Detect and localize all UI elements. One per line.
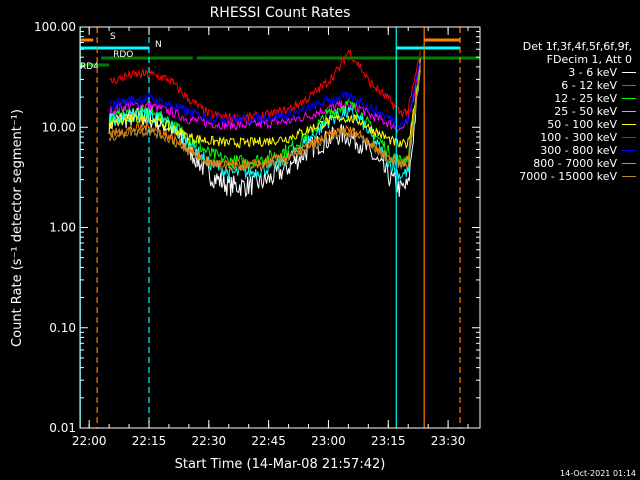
legend: Det 1f,3f,4f,5f,6f,9f, FDecim 1, Att 0 3… [478, 40, 636, 183]
legend-entry: 50 - 100 keV [478, 118, 636, 131]
legend-label: 12 - 25 keV [554, 92, 617, 105]
x-tick-label: 23:00 [311, 434, 346, 448]
x-tick-label: 22:15 [132, 434, 167, 448]
legend-entry: 6 - 12 keV [478, 79, 636, 92]
legend-swatch [622, 150, 636, 151]
legend-swatch [622, 85, 636, 86]
series-line-8 [108, 72, 421, 173]
y-tick-label: 10.00 [42, 120, 76, 134]
legend-swatch [622, 72, 636, 73]
flag-bars: S N RDO RD4 [80, 32, 480, 72]
flag-label-s: S [110, 32, 116, 42]
footer-timestamp: 14-Oct-2021 01:14 [560, 469, 636, 478]
series-line-4 [108, 70, 421, 149]
x-tick-label: 23:15 [371, 434, 406, 448]
x-axis-label: Start Time (14-Mar-08 21:57:42) [175, 457, 386, 472]
legend-label: 800 - 7000 keV [533, 157, 617, 170]
legend-swatch [622, 111, 636, 112]
series-line-2 [108, 66, 421, 169]
x-tick-label: 22:00 [72, 434, 107, 448]
series-line-6 [108, 63, 421, 129]
series-line-5 [109, 48, 421, 124]
legend-entry: 3 - 6 keV [478, 66, 636, 79]
legend-label: 7000 - 15000 keV [519, 170, 617, 183]
legend-entry: 300 - 800 keV [478, 144, 636, 157]
legend-swatch [622, 176, 636, 177]
legend-entry: 25 - 50 keV [478, 105, 636, 118]
flag-label-rd4: RD4 [80, 62, 99, 72]
axes: 22:00 22:15 22:30 22:45 23:00 23:15 23:30 0.01 0… [34, 20, 480, 448]
legend-label: 100 - 300 keV [540, 131, 617, 144]
legend-label: 300 - 800 keV [540, 144, 617, 157]
legend-label: 3 - 6 keV [568, 66, 617, 79]
series-lines [108, 48, 421, 198]
x-tick-label: 23:30 [431, 434, 466, 448]
legend-entry: 800 - 7000 keV [478, 157, 636, 170]
legend-swatch [622, 163, 636, 164]
legend-swatch [622, 98, 636, 99]
x-tick-label: 22:45 [251, 434, 286, 448]
flag-label-n: N [155, 40, 162, 50]
legend-label: 25 - 50 keV [554, 105, 617, 118]
y-tick-label: 1.00 [49, 221, 76, 235]
legend-swatch [622, 137, 636, 138]
y-axis-label: Count Rate (s⁻¹ detector segment⁻¹) [10, 109, 25, 347]
series-line-1 [108, 64, 421, 134]
x-tick-label: 22:30 [192, 434, 227, 448]
series-line-3 [108, 66, 421, 180]
flag-label-rdo: RDO [113, 50, 133, 60]
legend-label: 50 - 100 keV [547, 118, 617, 131]
legend-entry: 100 - 300 keV [478, 131, 636, 144]
series-line-0 [108, 58, 421, 198]
y-tick-label: 0.01 [49, 421, 76, 435]
legend-swatch [622, 124, 636, 125]
plot-frame [79, 26, 481, 429]
chart-title: RHESSI Count Rates [210, 5, 351, 21]
y-tick-label: 0.10 [49, 321, 76, 335]
legend-entry: 12 - 25 keV [478, 92, 636, 105]
vertical-markers [79, 27, 461, 428]
legend-entry: 7000 - 15000 keV [478, 170, 636, 183]
legend-header-2: FDecim 1, Att 0 [546, 53, 632, 66]
y-tick-label: 100.00 [34, 20, 76, 34]
legend-header-1: Det 1f,3f,4f,5f,6f,9f, [522, 40, 632, 53]
legend-label: 6 - 12 keV [561, 79, 617, 92]
